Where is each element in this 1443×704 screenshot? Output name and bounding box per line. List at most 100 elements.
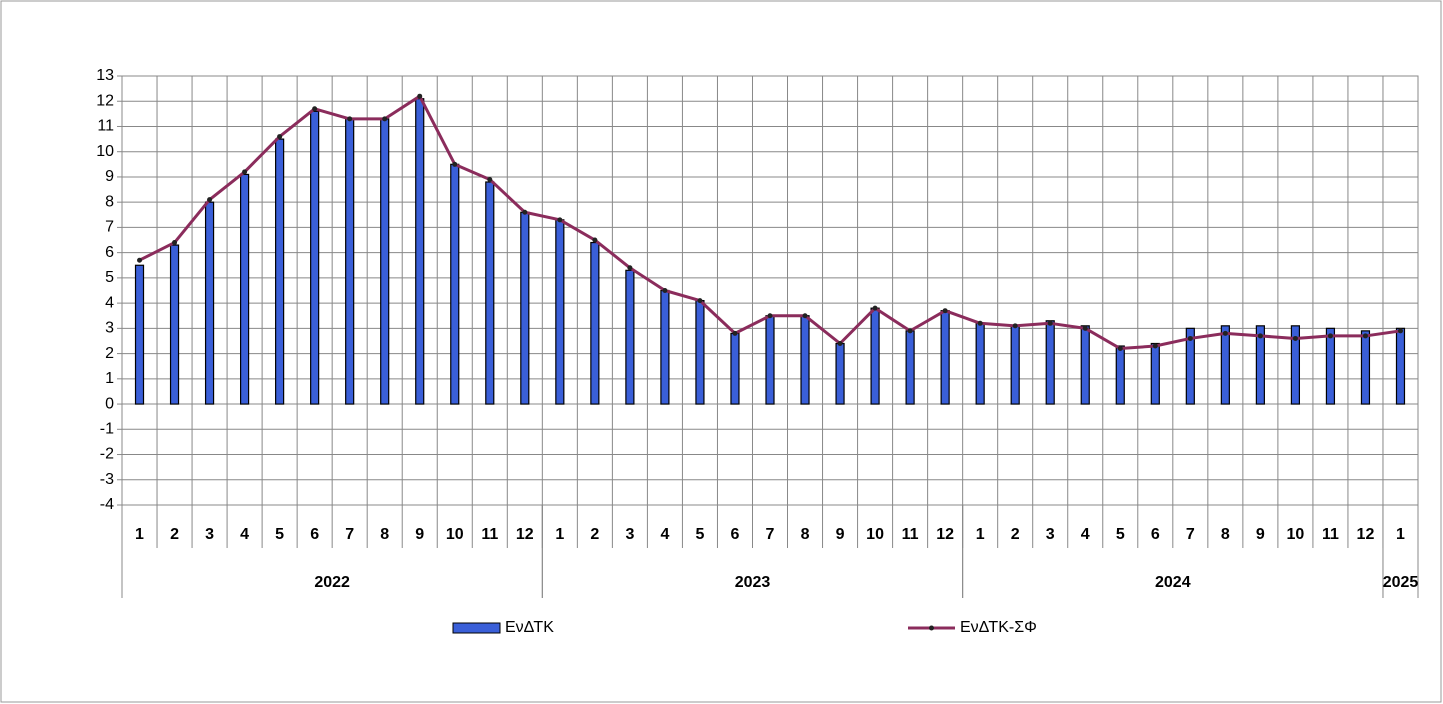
y-tick-label: -3 xyxy=(100,471,114,488)
y-tick-label: 12 xyxy=(96,92,114,109)
bar xyxy=(204,201,215,405)
bar xyxy=(940,310,950,405)
y-tick-label: 0 xyxy=(105,395,114,412)
bar xyxy=(380,118,390,405)
marker xyxy=(732,330,738,336)
plot-border xyxy=(121,75,1419,506)
bar xyxy=(555,219,565,405)
marker xyxy=(312,106,318,112)
bar xyxy=(485,181,495,405)
marker xyxy=(137,257,143,263)
marker xyxy=(592,237,598,243)
x-tick-label: 3 xyxy=(205,526,214,543)
marker xyxy=(942,308,948,314)
bar xyxy=(800,315,810,405)
marker xyxy=(242,169,248,175)
bar xyxy=(1360,330,1371,405)
x-tick-label: 7 xyxy=(766,526,775,543)
x-tick-label: 1 xyxy=(976,526,985,543)
marker xyxy=(557,217,563,223)
x-tick-label: 2 xyxy=(590,526,599,543)
bar xyxy=(1080,325,1090,405)
x-tick-label: 5 xyxy=(695,526,704,543)
bar xyxy=(1255,325,1265,405)
marker xyxy=(802,313,808,319)
x-tick-label: 8 xyxy=(801,526,810,543)
marker xyxy=(662,288,668,293)
bar xyxy=(1290,325,1301,405)
marker xyxy=(487,176,493,182)
bar xyxy=(345,118,355,405)
legend-label: ΕνΔΤΚ-ΣΦ xyxy=(960,619,1037,636)
legend-label: ΕνΔΤΚ xyxy=(505,619,554,636)
marker xyxy=(1222,330,1228,336)
marker xyxy=(627,265,633,271)
x-tick-label: 11 xyxy=(902,526,919,543)
x-tick-label: 1 xyxy=(1396,526,1405,543)
x-tick-label: 12 xyxy=(936,526,954,543)
marker xyxy=(1012,323,1018,329)
bar xyxy=(520,211,530,405)
bar xyxy=(835,342,845,405)
marker xyxy=(1292,335,1298,341)
x-tick-label: 10 xyxy=(1287,526,1305,543)
x-tick-label: 8 xyxy=(380,526,389,543)
marker xyxy=(1082,325,1088,331)
y-tick-label: 6 xyxy=(105,244,114,261)
x-tick-label: 2 xyxy=(1011,526,1020,543)
bar xyxy=(239,173,250,405)
bar xyxy=(660,289,670,405)
bar xyxy=(590,241,600,405)
bar xyxy=(310,110,320,405)
x-tick-label: 8 xyxy=(1221,526,1230,543)
y-tick-label: 10 xyxy=(96,143,114,160)
marker xyxy=(1152,343,1158,349)
bar xyxy=(1010,325,1020,405)
marker xyxy=(837,340,843,346)
marker xyxy=(1327,333,1333,339)
bar xyxy=(169,244,180,405)
marker xyxy=(1257,333,1263,339)
bar xyxy=(625,269,635,405)
bar xyxy=(1395,327,1406,405)
x-tick-label: 11 xyxy=(481,526,498,543)
x-tick-label: 4 xyxy=(240,526,249,543)
x-tick-label: 3 xyxy=(1046,526,1055,543)
bar xyxy=(1150,342,1160,405)
y-tick-label: -4 xyxy=(100,496,114,513)
bar xyxy=(1220,325,1230,405)
marker xyxy=(277,134,283,140)
x-group-label: 2025 xyxy=(1383,574,1419,591)
x-tick-label: 9 xyxy=(415,526,424,543)
bar xyxy=(1325,327,1336,405)
bar xyxy=(765,315,775,405)
marker xyxy=(382,116,388,122)
marker xyxy=(172,240,178,246)
marker xyxy=(522,209,528,215)
x-tick-label: 12 xyxy=(516,526,534,543)
x-tick-label: 1 xyxy=(555,526,564,543)
x-tick-label: 6 xyxy=(1151,526,1160,543)
y-tick-label: 5 xyxy=(105,269,114,286)
x-tick-label: 6 xyxy=(310,526,319,543)
x-group-label: 2024 xyxy=(1155,574,1191,591)
x-tick-label: 11 xyxy=(1322,526,1339,543)
bar xyxy=(730,332,740,405)
x-tick-label: 2 xyxy=(170,526,179,543)
x-tick-label: 10 xyxy=(866,526,884,543)
x-tick-label: 7 xyxy=(1186,526,1195,543)
x-tick-label: 4 xyxy=(1081,526,1090,543)
y-tick-label: 3 xyxy=(105,320,114,337)
bar xyxy=(1115,345,1125,405)
y-tick-label: 7 xyxy=(105,219,114,236)
x-tick-label: 7 xyxy=(345,526,354,543)
y-tick-label: 9 xyxy=(105,168,114,185)
bar xyxy=(870,307,880,405)
marker xyxy=(907,328,913,334)
marker xyxy=(1047,320,1053,326)
x-tick-label: 5 xyxy=(275,526,284,543)
marker xyxy=(417,93,423,99)
marker xyxy=(1362,333,1368,339)
marker xyxy=(697,298,703,304)
